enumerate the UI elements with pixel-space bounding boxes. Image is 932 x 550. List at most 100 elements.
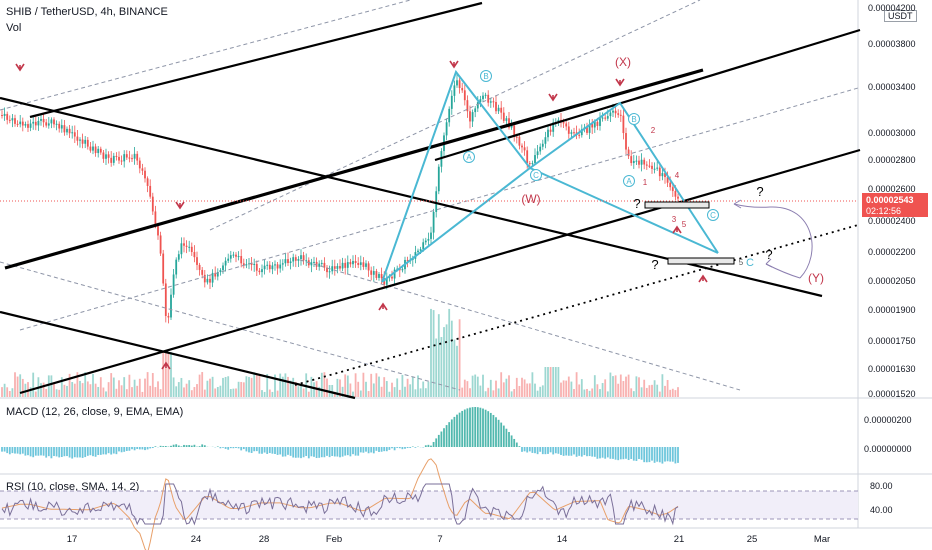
volume-bar (539, 386, 542, 397)
macd-bar (474, 407, 477, 447)
volume-bar (349, 383, 352, 397)
candle-body (138, 160, 141, 169)
volume-bar (307, 391, 310, 397)
volume-bar (391, 382, 393, 397)
volume-bar (656, 384, 659, 397)
candle-body (305, 260, 308, 262)
volume-bar (414, 389, 417, 397)
candle-body (177, 254, 180, 260)
macd-bar (596, 447, 599, 459)
volume-bar (658, 391, 661, 397)
macd-bar (547, 447, 549, 454)
volume-bar (279, 373, 282, 397)
volume-bar (53, 382, 55, 397)
macd-bar (625, 447, 627, 459)
macd-bar (671, 447, 674, 462)
macd-bar (305, 447, 308, 456)
macd-bar (536, 447, 539, 455)
volume-bar (287, 376, 289, 397)
macd-bar (367, 447, 370, 454)
macd-bar (154, 446, 157, 447)
volume-bar (198, 374, 201, 397)
macd-bar (320, 447, 323, 458)
rsi-band (0, 491, 858, 519)
volume-bar (60, 377, 63, 397)
volume-bar (292, 377, 295, 397)
price-tick: 0.00002400 (868, 216, 916, 226)
question-mark: ? (765, 247, 772, 262)
candle-body (500, 107, 503, 113)
volume-bar (557, 367, 560, 397)
macd-bar (365, 447, 367, 452)
sell-marker (615, 78, 625, 87)
candle-body (638, 160, 640, 165)
candle-body (229, 255, 232, 259)
volume-bar (515, 377, 518, 397)
macd-bar (552, 447, 555, 455)
volume-bar (427, 381, 430, 397)
macd-bar (255, 447, 258, 452)
sell-marker (449, 60, 459, 69)
date-axis: 17 24 28 Feb 7 14 21 25 Mar (67, 534, 830, 545)
volume-bar (591, 388, 594, 397)
volume-bar (417, 375, 419, 397)
volume-bar (661, 374, 664, 397)
macd-bar (383, 447, 386, 452)
candle-body (536, 151, 539, 156)
target-box-lower[interactable] (667, 257, 735, 265)
macd-bar (68, 447, 71, 458)
volume-bar (651, 384, 653, 397)
macd-bar (118, 447, 120, 452)
volume-bar (242, 382, 245, 397)
candle-body (552, 122, 555, 132)
candle-body (292, 257, 295, 262)
volume-bar (463, 379, 466, 397)
macd-bar (63, 447, 66, 457)
volume-bar (437, 314, 440, 397)
volume-bar (599, 389, 601, 397)
candle-body (276, 264, 279, 269)
candle-body (518, 136, 521, 146)
volume-bar (206, 380, 209, 397)
macd-bar (120, 447, 123, 453)
candle-body (24, 124, 27, 126)
macd-bar (653, 447, 656, 463)
volume-bar (183, 387, 185, 397)
candle-body (328, 271, 331, 273)
candle-body (619, 114, 622, 116)
macd-bar (518, 446, 521, 447)
candle-body (664, 173, 666, 178)
volume-bar (66, 385, 68, 397)
candle-body (547, 129, 549, 138)
macd-bar (102, 447, 105, 455)
volume-bar (406, 378, 409, 397)
macd-bar (1, 447, 3, 452)
volume-bar (157, 381, 159, 397)
volume-bar (84, 372, 87, 397)
wave-digit: 3 (672, 215, 677, 224)
wave-marker (623, 175, 635, 187)
macd-bar (534, 447, 536, 454)
candle-body (661, 173, 664, 177)
currency-badge[interactable]: USDT (884, 10, 917, 22)
target-box-upper[interactable] (644, 201, 710, 209)
macd-bar (333, 447, 336, 457)
volume-bar (372, 383, 375, 397)
macd-bar (388, 447, 391, 450)
candle-body (539, 146, 542, 152)
candle-body (263, 265, 266, 270)
macd-bar (55, 447, 58, 457)
macd-bar (32, 447, 35, 458)
macd-bar (302, 447, 305, 458)
volume-bar (29, 387, 32, 397)
volume-bar (320, 372, 323, 397)
candle-body (297, 259, 300, 261)
candle-body (320, 262, 323, 264)
volume-bar (497, 388, 500, 397)
candle-body (149, 185, 152, 197)
candle-body (123, 154, 126, 162)
volume-bar (479, 385, 482, 397)
volume-bar (170, 352, 172, 397)
macd-bar (645, 447, 648, 463)
